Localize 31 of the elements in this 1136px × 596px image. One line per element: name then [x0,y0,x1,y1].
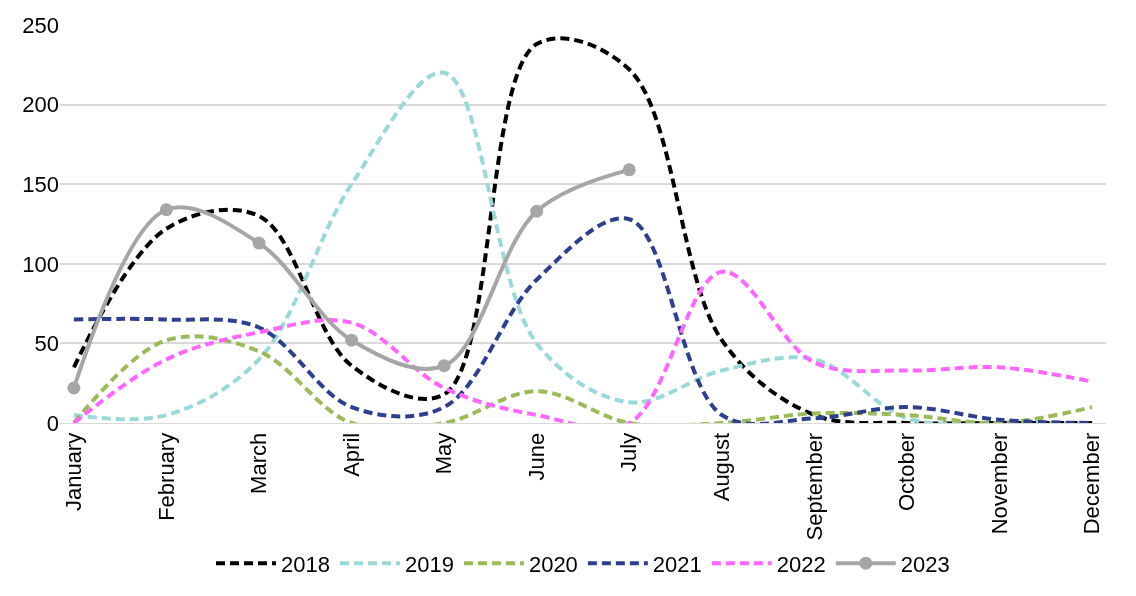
x-tick-label: August [709,432,734,502]
point [345,333,359,347]
point [437,359,451,373]
y-tick-label: 150 [22,171,59,197]
x-tick-label: January [61,432,87,512]
y-tick-label: 250 [22,12,59,38]
legend-label: 2023 [900,551,950,577]
y-tick-label: 50 [34,331,59,357]
legend-label: 2020 [528,551,578,577]
x-tick-label: October [894,432,920,512]
x-tick-label: June [523,432,549,481]
point [530,204,544,218]
x-tick-label: April [338,432,364,477]
x-tick-label: December [1079,432,1105,535]
legend-label: 2022 [776,551,826,577]
y-tick-label: 100 [22,251,59,277]
point [67,381,81,395]
y-tick-label: 0 [46,410,59,436]
legend-label: 2018 [281,551,330,577]
point [252,236,266,250]
legend-label: 2019 [404,551,454,577]
point [622,163,636,177]
x-tick-label: March [246,432,272,494]
legend-label: 2021 [652,551,702,577]
x-tick-label: November [986,432,1012,535]
point [159,203,173,217]
x-tick-label: September [801,432,827,541]
y-tick-label: 200 [22,92,59,118]
x-tick-label: May [431,432,457,475]
x-tick-label: February [153,432,179,521]
x-tick-label: July [616,432,642,472]
